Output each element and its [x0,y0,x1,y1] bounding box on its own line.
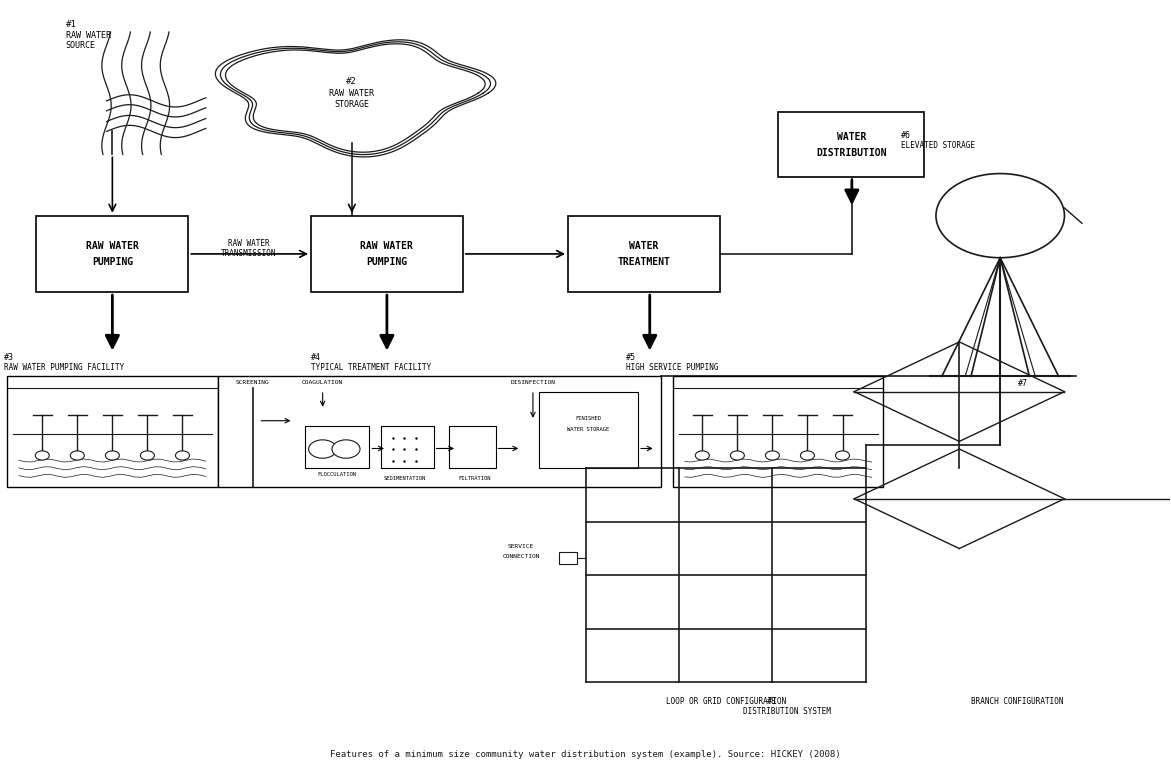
Circle shape [35,451,49,460]
FancyBboxPatch shape [779,112,924,177]
Text: LOOP OR GRID CONFIGURATION: LOOP OR GRID CONFIGURATION [665,697,786,706]
Circle shape [936,174,1064,258]
Text: RAW WATER PUMPING FACILITY: RAW WATER PUMPING FACILITY [4,362,124,372]
Text: DISTRIBUTION: DISTRIBUTION [816,147,886,157]
Text: SERVICE: SERVICE [508,545,534,549]
Text: WATER STORAGE: WATER STORAGE [567,428,610,432]
FancyBboxPatch shape [448,426,495,468]
Text: #5: #5 [626,353,636,362]
Text: COAGULATION: COAGULATION [302,380,343,385]
Circle shape [766,451,780,460]
Circle shape [141,451,155,460]
Text: #1: #1 [66,20,76,29]
FancyBboxPatch shape [673,376,883,488]
Text: #6: #6 [900,131,911,140]
Text: STORAGE: STORAGE [335,100,369,109]
Text: PUMPING: PUMPING [91,257,133,266]
Text: Features of a minimum size community water distribution system (example). Source: Features of a minimum size community wat… [330,750,841,759]
Text: #7: #7 [1018,379,1028,389]
FancyBboxPatch shape [36,216,189,292]
Text: TREATMENT: TREATMENT [617,257,670,266]
Text: RAW WATER: RAW WATER [361,241,413,251]
Text: #2: #2 [347,78,357,86]
Text: RAW WATER: RAW WATER [66,31,110,41]
Text: #4: #4 [311,353,321,362]
Circle shape [70,451,84,460]
Bar [559,552,577,564]
FancyBboxPatch shape [568,216,720,292]
Text: PUMPING: PUMPING [367,257,408,266]
Text: FINISHED: FINISHED [575,416,602,421]
Circle shape [801,451,815,460]
FancyBboxPatch shape [539,392,638,468]
Text: HIGH SERVICE PUMPING: HIGH SERVICE PUMPING [626,362,719,372]
Text: SOURCE: SOURCE [66,41,96,50]
Text: SCREENING: SCREENING [235,380,269,385]
FancyBboxPatch shape [381,426,433,468]
Circle shape [105,451,119,460]
Text: DISTRIBUTION SYSTEM: DISTRIBUTION SYSTEM [744,707,831,716]
Text: CONNECTION: CONNECTION [502,554,540,559]
Text: FLOCCULATION: FLOCCULATION [317,472,356,477]
Circle shape [731,451,745,460]
FancyBboxPatch shape [218,376,662,488]
Text: SEDIMENTATION: SEDIMENTATION [383,475,425,481]
Text: FILTRATION: FILTRATION [458,475,491,481]
FancyBboxPatch shape [7,376,218,488]
Circle shape [176,451,190,460]
Circle shape [696,451,710,460]
Text: RAW WATER: RAW WATER [85,241,139,251]
Text: TRANSMISSION: TRANSMISSION [221,249,276,257]
FancyBboxPatch shape [311,216,463,292]
Text: #3: #3 [4,353,14,362]
Circle shape [333,440,359,458]
Text: RAW WATER: RAW WATER [228,240,269,249]
Polygon shape [226,44,485,152]
Text: ELEVATED STORAGE: ELEVATED STORAGE [900,141,975,150]
Text: TYPICAL TREATMENT FACILITY: TYPICAL TREATMENT FACILITY [311,362,431,372]
Text: #8: #8 [767,697,776,706]
Text: RAW WATER: RAW WATER [329,89,375,98]
Text: WATER: WATER [629,241,658,251]
Text: WATER: WATER [836,132,867,142]
Circle shape [309,440,337,458]
Text: BRANCH CONFIGURATION: BRANCH CONFIGURATION [972,697,1064,706]
FancyBboxPatch shape [306,426,369,468]
Circle shape [835,451,849,460]
Text: DISINFECTION: DISINFECTION [511,380,555,385]
